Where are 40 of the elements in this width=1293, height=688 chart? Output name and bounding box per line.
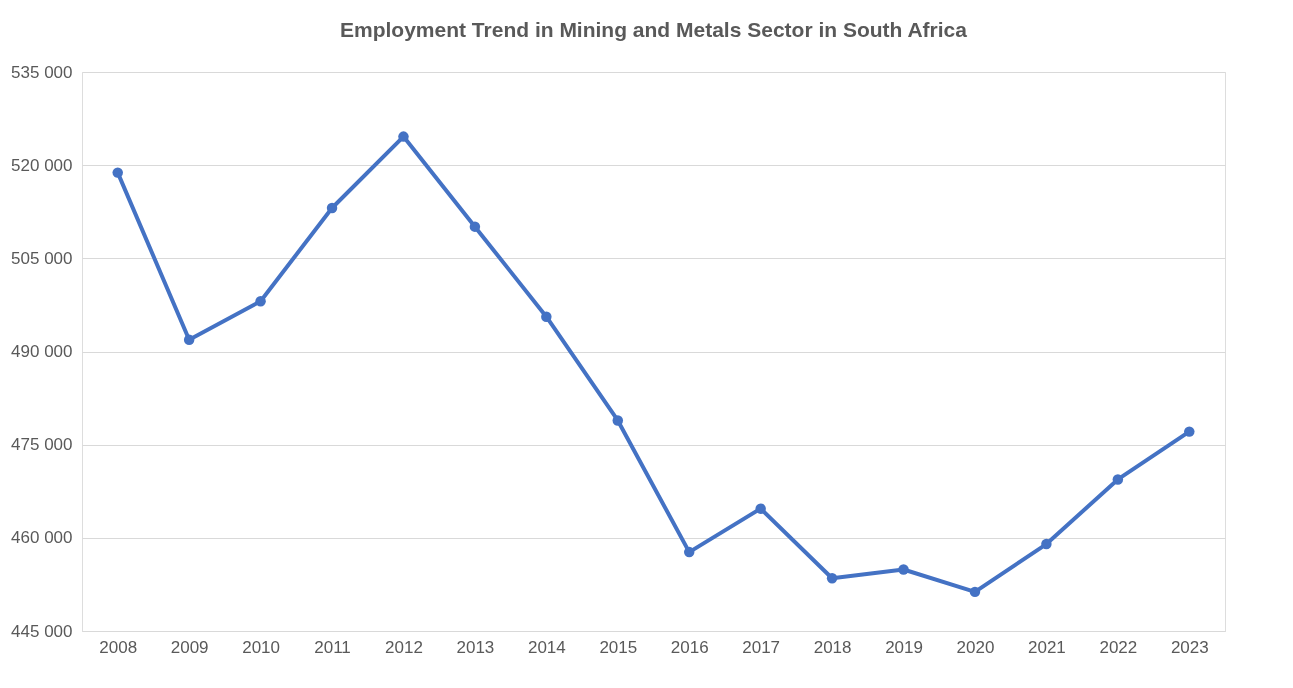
- x-tick-label: 2010: [242, 637, 281, 657]
- point: [1112, 474, 1124, 485]
- y-tick-label: 520 000: [11, 155, 73, 175]
- x-tick-label: 2016: [670, 637, 709, 657]
- x-tick-label: 2017: [742, 637, 781, 657]
- x-tick-label: 2019: [885, 637, 923, 657]
- point: [1041, 538, 1052, 550]
- point: [183, 334, 195, 345]
- point: [326, 202, 338, 214]
- x-tick-label: 2015: [599, 637, 638, 657]
- x-tick-label: 2009: [170, 637, 209, 657]
- point: [898, 564, 909, 575]
- y-tick-label: 460 000: [11, 528, 73, 548]
- y-tick-label: 490 000: [11, 342, 73, 361]
- point: [969, 586, 981, 598]
- x-tick-label: 2020: [956, 637, 995, 657]
- x-tick-label: 2021: [1027, 637, 1066, 657]
- point: [755, 503, 766, 514]
- x-tick-label: 2013: [456, 637, 495, 657]
- point: [398, 131, 409, 142]
- x-tick-label: 2018: [813, 637, 852, 657]
- x-tick-label: 2012: [385, 637, 423, 657]
- point: [612, 415, 624, 426]
- point: [255, 295, 266, 307]
- point: [469, 221, 481, 232]
- y-tick-label: 505 000: [11, 248, 73, 268]
- point: [1184, 426, 1195, 437]
- x-tick-label: 2023: [1170, 637, 1209, 657]
- point: [826, 572, 838, 584]
- x-tick-label: 2011: [314, 637, 351, 657]
- chart-title: Employment Trend in Mining and Metals Sector in South Africa: [340, 18, 968, 41]
- x-tick-label: 2014: [527, 637, 566, 657]
- x-tick-label: 2008: [99, 637, 138, 657]
- y-tick-label: 445 000: [11, 621, 73, 641]
- point: [541, 311, 552, 322]
- point: [112, 167, 123, 178]
- point: [683, 546, 695, 558]
- x-tick-label: 2022: [1099, 637, 1138, 657]
- y-tick-label: 475 000: [11, 435, 73, 455]
- y-tick-label: 535 000: [11, 62, 73, 82]
